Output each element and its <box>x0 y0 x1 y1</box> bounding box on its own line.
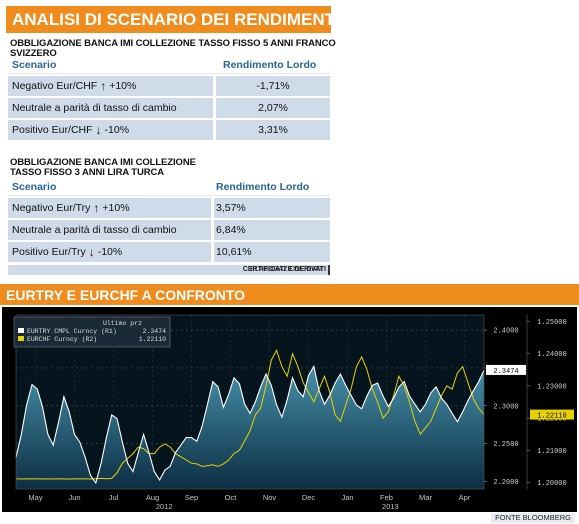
bond1-table: Scenario Rendimento Lordo Negativo Eur/C… <box>8 59 330 140</box>
credit-prefix: ELABORAZIONE DATI <box>250 266 322 273</box>
x-tick-label: Sep <box>185 493 198 502</box>
r1-tick-label: 2.3000 <box>493 403 518 411</box>
arrow-up-icon: ↑ <box>100 79 107 93</box>
x-tick-label: Feb <box>380 493 393 502</box>
bond2-table: Scenario Rendimento Lordo Negativo Eur/T… <box>8 181 330 262</box>
row-label: Positivo Eur/CHF <box>12 124 93 136</box>
row-value: 10,61% <box>216 246 252 258</box>
bond2-header-rule <box>8 195 330 196</box>
eurchf-last-tag <box>530 409 574 420</box>
scenario-analysis-title: ANALISI DI SCENARIO DEI RENDIMENTI <box>12 9 340 29</box>
bond2-title-line1: OBBLIGAZIONE BANCA IMI COLLEZIONE <box>10 157 196 168</box>
eurchf-line <box>15 349 485 480</box>
x-tick-label: Jun <box>68 493 80 502</box>
row-pct: +10% <box>102 202 130 214</box>
r2-tick-label: 1.25000 <box>537 319 566 327</box>
source-label: FONTE BLOOMBERG <box>491 513 575 523</box>
year-label: 2012 <box>156 502 173 511</box>
r2-tick-label: 1.22000 <box>537 416 566 424</box>
arrow-down-icon: ↓ <box>95 123 102 137</box>
legend-label: EURCHF Curncy (R2) <box>27 336 97 343</box>
fx-chart-svg: May Jun Jul Aug Sep Oct Nov Dec Jan Feb Mar Apr 2012… <box>2 307 577 512</box>
r2-tick-label: 1.24000 <box>537 351 566 359</box>
bond2-row: Positivo Eur/Try ↓ -10% 10,61% <box>8 242 330 262</box>
x-tick-label: Apr <box>459 493 471 502</box>
arrow-down-icon: ↓ <box>88 245 95 259</box>
row-label: Positivo Eur/Try <box>12 246 86 258</box>
row-value: 2,07% <box>258 102 288 114</box>
bond2-col-rendimento: Rendimento Lordo <box>216 181 310 193</box>
row-value: 3,31% <box>258 124 288 136</box>
bond2-row: Negativo Eur/Try ↑ +10% 3,57% <box>8 198 330 218</box>
row-label: Negativo Eur/Try <box>12 202 91 214</box>
bond1-row: Positivo Eur/CHF ↓ -10% 3,31% <box>8 120 330 140</box>
x-tick-label: Mar <box>419 493 432 502</box>
bond1-col-scenario: Scenario <box>12 59 57 71</box>
comparison-header: EURTRY E EURCHF A CONFRONTO <box>0 284 579 305</box>
eurtry-last-value: 2.3474 <box>493 368 518 376</box>
x-tick-label: Jan <box>341 493 353 502</box>
legend-header: Ultimo prz <box>103 320 142 327</box>
row-value: -1,71% <box>256 80 290 92</box>
row-value: 3,57% <box>216 202 246 214</box>
bond1-row: Neutrale a parità di tasso di cambio 2,0… <box>8 98 330 118</box>
row-pct: +10% <box>109 80 137 92</box>
bond2-col-scenario: Scenario <box>12 181 57 193</box>
legend-swatch <box>18 336 24 341</box>
r1-tick-label: 2.2000 <box>493 479 518 487</box>
r2-tick-label: 1.20000 <box>537 480 566 488</box>
bond1-header-rule <box>8 73 330 74</box>
year-label: 2013 <box>382 502 399 511</box>
x-tick-label: Jul <box>109 493 119 502</box>
legend-box <box>13 316 171 348</box>
eurtry-line <box>15 364 485 485</box>
legend-value: 2.3474 <box>143 328 167 335</box>
r2-tick-label: 1.21000 <box>537 448 566 456</box>
row-label: Neutrale a parità di tasso di cambio <box>12 224 177 236</box>
bond2-title: OBBLIGAZIONE BANCA IMI COLLEZIONE TASSO … <box>10 158 196 178</box>
r2-tick-label: 1.23000 <box>537 383 566 391</box>
scenario-analysis-header: ANALISI DI SCENARIO DEI RENDIMENTI <box>6 6 340 33</box>
bond2-title-line2: TASSO FISSO 3 ANNI LIRA TURCA <box>10 167 165 178</box>
bond1-title: OBBLIGAZIONE BANCA IMI COLLEZIONE TASSO … <box>10 38 336 59</box>
x-tick-label: May <box>28 493 42 502</box>
bond1-col-rendimento: Rendimento Lordo <box>223 59 317 71</box>
eurtry-last-tag <box>486 364 526 375</box>
bond2-row: Neutrale a parità di tasso di cambio 6,8… <box>8 220 330 240</box>
x-tick-label: Aug <box>146 493 159 502</box>
arrow-up-icon: ↑ <box>93 201 100 215</box>
eurchf-last-value: 1.22110 <box>537 413 566 421</box>
bond1-row: Negativo Eur/CHF ↑ +10% -1,71% <box>8 76 330 96</box>
row-pct: -10% <box>104 124 130 136</box>
row-label: Negativo Eur/CHF <box>12 80 98 92</box>
x-tick-label: Oct <box>225 493 238 502</box>
x-tick-label: Dec <box>302 493 316 502</box>
plot-border <box>15 314 485 490</box>
row-label: Neutrale a parità di tasso di cambio <box>12 102 177 114</box>
fx-chart: May Jun Jul Aug Sep Oct Nov Dec Jan Feb Mar Apr 2012… <box>2 307 577 512</box>
r1-tick-label: 2.2500 <box>493 441 518 449</box>
x-tick-label: Nov <box>263 493 277 502</box>
data-credit: ELABORAZIONE DATI CERTIFICATI E DERIVATI <box>8 265 330 275</box>
credit-bar <box>328 265 330 275</box>
comparison-title: EURTRY E EURCHF A CONFRONTO <box>6 286 246 303</box>
credit-bold: CERTIFICATI E DERIVATI <box>242 266 326 273</box>
r1-tick-label: 2.4000 <box>493 328 518 336</box>
legend-value: 1.22110 <box>139 336 166 343</box>
row-pct: -10% <box>97 246 123 258</box>
legend-swatch <box>18 328 24 333</box>
row-value: 6,84% <box>216 224 246 236</box>
legend-label: EURTRY CMPL Curncy (R1) <box>27 328 117 335</box>
